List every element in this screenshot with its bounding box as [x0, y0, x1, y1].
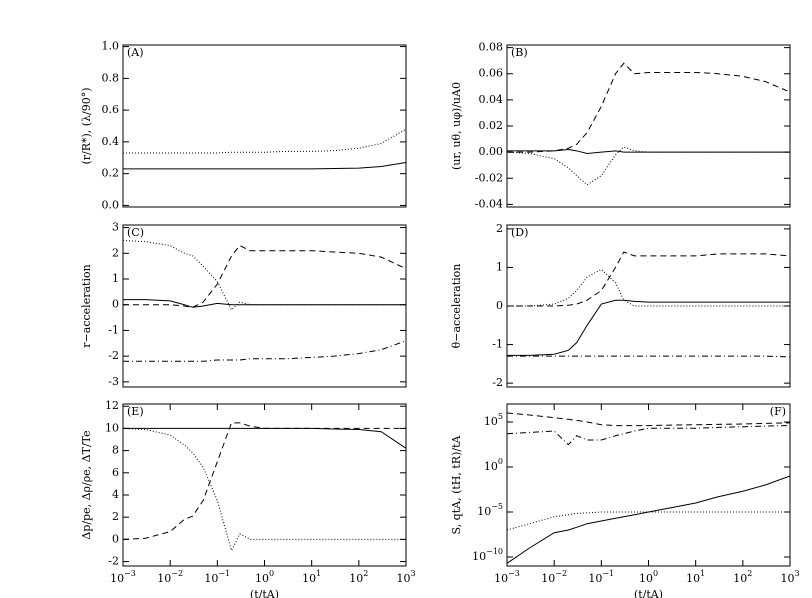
y-tick-label: -3 — [108, 375, 119, 388]
data-line — [507, 149, 790, 154]
panel-label: (C) — [127, 226, 144, 239]
x-tick-label: 10−2 — [157, 569, 183, 585]
x-tick-label: 101 — [686, 569, 705, 585]
y-tick-label: 8 — [112, 444, 119, 457]
panel-label: (B) — [511, 46, 528, 59]
plot-frame — [506, 44, 791, 208]
x-tick-label: 100 — [639, 569, 658, 585]
y-tick-label: 100 — [484, 457, 503, 473]
y-axis-title: (r/R*), (λ/90°) — [80, 87, 93, 164]
y-tick-label: -2 — [492, 376, 503, 389]
data-line — [123, 427, 406, 449]
x-tick-label: 100 — [255, 569, 274, 585]
y-axis-title: θ−acceleration — [450, 264, 463, 349]
y-tick-label: 2 — [112, 510, 119, 523]
y-tick-label: -2 — [108, 349, 119, 362]
y-tick-label: 1 — [112, 272, 119, 285]
data-line — [123, 340, 406, 362]
y-tick-label: 105 — [484, 412, 503, 428]
x-tick-label: 102 — [733, 569, 752, 585]
x-axis-title: (t/tA) — [250, 588, 279, 598]
panel-label: (A) — [127, 46, 144, 59]
y-tick-label: 0.4 — [102, 135, 120, 148]
y-tick-label: 0.08 — [479, 41, 504, 54]
x-axis-title: (t/tA) — [634, 588, 663, 598]
data-line — [507, 62, 790, 153]
y-tick-label: 1.0 — [102, 40, 120, 53]
data-line — [507, 475, 790, 564]
plot-frame — [506, 403, 791, 567]
y-tick-label: 0.2 — [102, 167, 120, 180]
x-tick-label: 103 — [780, 569, 799, 585]
data-line — [123, 244, 406, 308]
y-tick-label: 0 — [112, 532, 119, 545]
data-line — [123, 299, 406, 308]
y-tick-label: -2 — [108, 555, 119, 568]
y-tick-label: 0.06 — [479, 67, 504, 80]
data-line — [123, 422, 406, 540]
y-tick-label: 10−10 — [472, 547, 503, 563]
panel-label: (F) — [770, 405, 786, 418]
y-tick-label: 0.04 — [479, 93, 504, 106]
data-line — [123, 239, 406, 311]
y-tick-label: -1 — [108, 323, 119, 336]
y-axis-title: S, qtA, (tH, tR)/tA — [450, 434, 463, 534]
data-line — [507, 268, 790, 307]
y-tick-label: 3 — [112, 221, 119, 234]
x-tick-label: 102 — [349, 569, 368, 585]
y-tick-label: 0 — [112, 298, 119, 311]
y-tick-label: -1 — [492, 338, 503, 351]
panel-label: (D) — [511, 226, 528, 239]
y-axis-title: r−acceleration — [80, 264, 93, 347]
y-tick-label: 0.8 — [102, 71, 120, 84]
data-line — [507, 299, 790, 356]
data-line — [123, 162, 406, 170]
data-line — [507, 425, 790, 446]
x-tick-label: 10−2 — [541, 569, 567, 585]
data-line — [507, 412, 790, 427]
data-line — [123, 128, 406, 154]
y-tick-label: 0.02 — [479, 119, 504, 132]
plot-frame — [122, 44, 407, 208]
y-tick-label: 0.0 — [102, 198, 120, 211]
y-tick-label: 6 — [112, 466, 119, 479]
y-tick-label: 2 — [496, 222, 503, 235]
y-axis-title: (ur, uθ, uφ)/uA0 — [450, 82, 463, 170]
y-tick-label: 10 — [105, 421, 119, 434]
x-tick-label: 103 — [396, 569, 415, 585]
data-line — [507, 355, 790, 358]
data-line — [507, 251, 790, 307]
y-tick-label: 4 — [112, 488, 119, 501]
data-line — [507, 511, 790, 531]
y-axis-title: Δp/pe, Δρ/ρe, ΔT/Te — [80, 430, 93, 539]
x-tick-label: 10−3 — [494, 569, 520, 585]
x-tick-label: 10−1 — [588, 569, 614, 585]
y-tick-label: 1 — [496, 260, 503, 273]
panel-label: (E) — [127, 405, 144, 418]
y-tick-label: 0.00 — [479, 145, 504, 158]
y-tick-label: -0.04 — [475, 197, 503, 210]
y-tick-label: 0.6 — [102, 103, 120, 116]
y-tick-label: 0 — [496, 299, 503, 312]
plot-frame — [122, 224, 407, 388]
y-tick-label: 12 — [105, 399, 119, 412]
x-tick-label: 101 — [302, 569, 321, 585]
y-tick-label: 2 — [112, 246, 119, 259]
x-tick-label: 10−1 — [204, 569, 230, 585]
y-tick-label: 10−5 — [477, 502, 503, 518]
y-tick-label: -0.02 — [475, 171, 503, 184]
x-tick-label: 10−3 — [110, 569, 136, 585]
data-line — [123, 427, 406, 552]
